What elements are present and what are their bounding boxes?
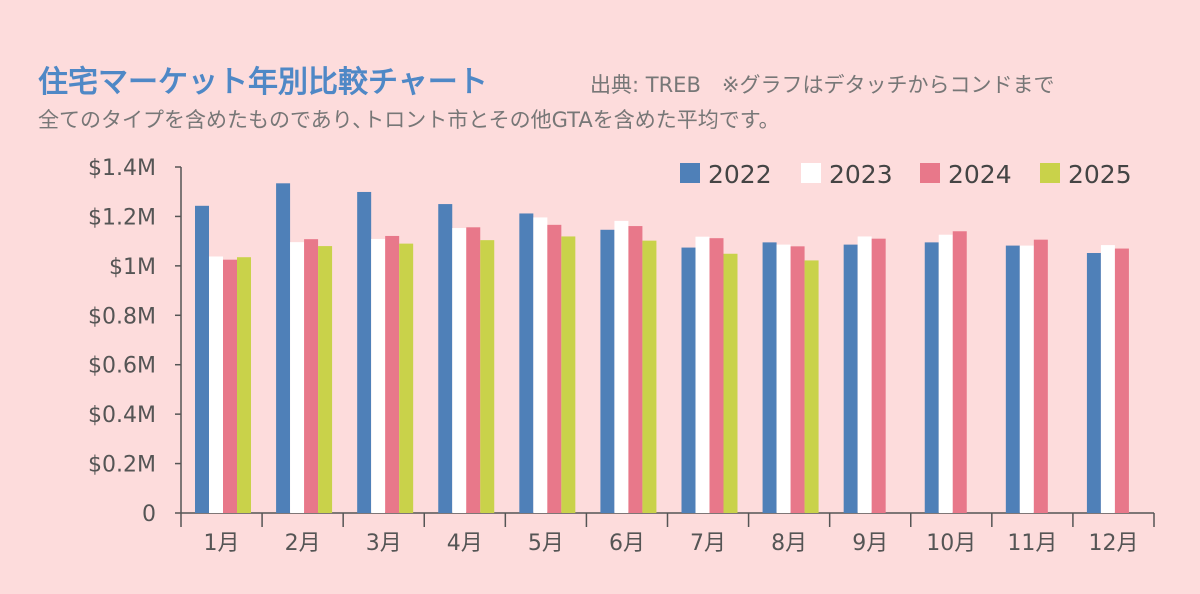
y-tick-label: $1.2M	[88, 205, 156, 230]
bar-2023-8	[776, 244, 791, 514]
bar-2023-4	[452, 228, 467, 513]
bar-2024-1	[223, 259, 237, 513]
legend-swatch-2023	[801, 163, 821, 183]
x-tick-label: 8月	[771, 531, 807, 556]
chart-title: 住宅マーケット年別比較チャート	[38, 65, 488, 100]
legend-label-2023: 2023	[829, 160, 893, 189]
bar-2025-2	[318, 246, 333, 514]
x-tick-label: 11月	[1007, 531, 1057, 556]
legend-swatch-2022	[680, 163, 700, 183]
y-tick-label: $0.4M	[88, 403, 156, 428]
legend: 2022 2023 2024 2025	[680, 160, 1132, 189]
bar-2022-11	[1005, 245, 1020, 513]
y-tick-label: $0.8M	[88, 304, 156, 329]
x-tick-label: 4月	[447, 531, 483, 556]
bar-2022-8	[762, 242, 777, 513]
x-tick-label: 7月	[690, 531, 726, 556]
bar-2023-6	[614, 220, 629, 513]
bar-2022-4	[438, 204, 453, 514]
legend-label-2024: 2024	[948, 160, 1012, 189]
x-tick-label: 2月	[285, 531, 321, 556]
bar-2022-3	[357, 191, 372, 513]
x-tick-label: 1月	[204, 531, 240, 556]
bar-2025-8	[804, 260, 819, 513]
bar-2025-1	[237, 257, 251, 513]
bar-2024-6	[628, 226, 643, 513]
bar-2022-7	[681, 247, 696, 513]
bar-2024-5	[547, 224, 562, 513]
bar-2024-7	[709, 238, 724, 514]
y-tick-label: $0.2M	[88, 453, 156, 478]
bar-2023-5	[533, 217, 548, 513]
chart-source: 出典: TREB ※グラフはデタッチからコンドまで	[590, 73, 1054, 97]
bar-2024-2	[304, 239, 319, 513]
y-tick-label: $1.4M	[88, 156, 156, 181]
bar-2023-1	[209, 256, 223, 513]
bar-2022-9	[843, 244, 858, 514]
legend-label-2022: 2022	[708, 160, 772, 189]
bar-2024-4	[466, 227, 481, 513]
x-tick-label: 5月	[528, 531, 564, 556]
bar-2023-11	[1019, 245, 1034, 513]
bar-2022-5	[519, 213, 534, 513]
bar-2022-6	[600, 229, 615, 513]
bar-2023-2	[290, 242, 305, 514]
y-tick-label: $0.6M	[88, 354, 156, 379]
x-tick-label: 3月	[366, 531, 402, 556]
bar-2025-4	[480, 240, 495, 513]
bar-2024-9	[871, 238, 886, 513]
bar-2023-10	[938, 234, 953, 513]
x-tick-label: 6月	[609, 531, 645, 556]
bar-2023-12	[1100, 245, 1115, 513]
chart-subtitle: 全てのタイプを含めたものであり､トロント市とその他GTAを含めた平均です。	[38, 108, 780, 132]
bar-2023-7	[695, 236, 710, 514]
y-tick-label: $1M	[109, 255, 156, 280]
bar-2022-2	[276, 183, 291, 513]
axes: 0 $0.2M $0.4M $0.6M $0.8M $1M $1.2M $1.4M 1月 2月 3月…	[88, 156, 1155, 556]
bar-2025-6	[642, 240, 657, 514]
bar-2024-12	[1114, 248, 1129, 514]
bar-2025-3	[399, 243, 414, 513]
bar-2022-10	[924, 242, 939, 513]
legend-swatch-2024	[920, 163, 940, 183]
bar-2025-7	[723, 253, 738, 514]
bar-2024-3	[385, 235, 400, 513]
bar-2023-3	[371, 238, 386, 513]
bar-2024-8	[790, 246, 805, 513]
legend-label-2025: 2025	[1068, 160, 1132, 189]
y-tick-label: 0	[142, 502, 156, 527]
bar-2022-1	[195, 205, 209, 513]
bar-2023-9	[857, 236, 872, 513]
x-tick-label: 10月	[926, 531, 976, 556]
bar-2024-11	[1033, 239, 1048, 513]
bar-2022-12	[1086, 253, 1101, 513]
x-tick-label: 12月	[1088, 531, 1138, 556]
bar-2025-5	[561, 236, 576, 513]
x-tick-label: 9月	[852, 531, 888, 556]
legend-swatch-2025	[1040, 163, 1060, 183]
bars	[195, 183, 1129, 514]
bar-2024-10	[952, 231, 967, 513]
